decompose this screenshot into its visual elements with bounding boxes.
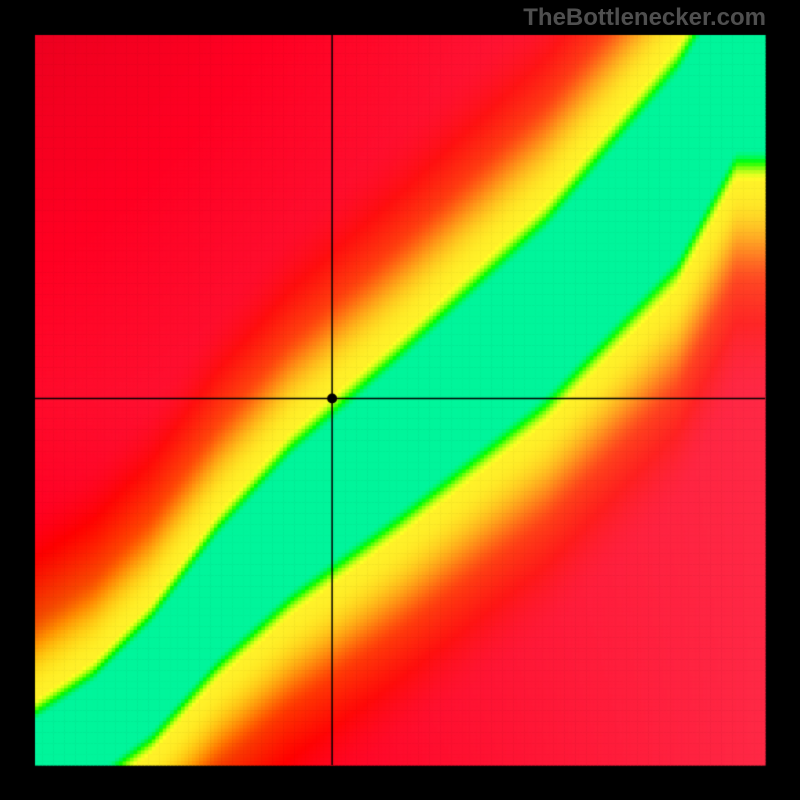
- chart-root: TheBottlenecker.com: [0, 0, 800, 800]
- heatmap-canvas: [0, 0, 800, 800]
- watermark-text: TheBottlenecker.com: [523, 4, 766, 32]
